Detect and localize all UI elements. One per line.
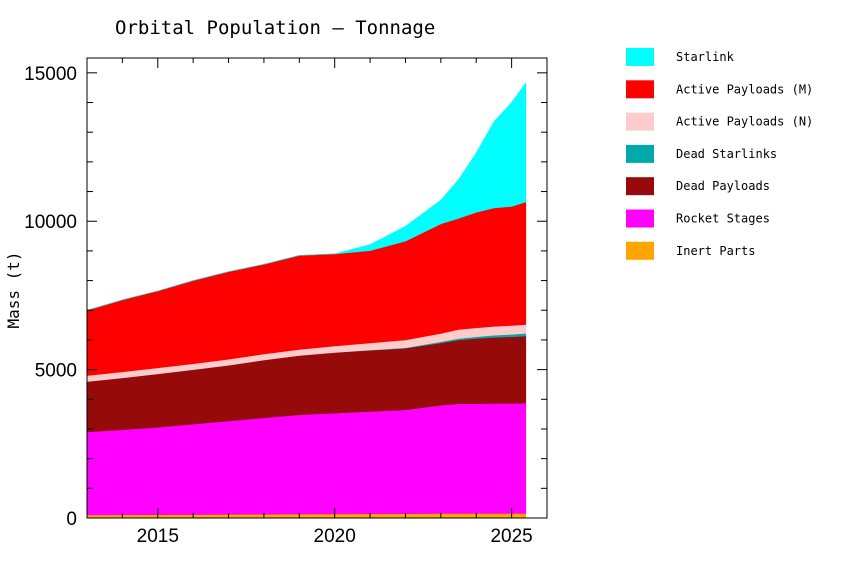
legend-swatch	[626, 209, 654, 228]
legend-swatch	[626, 177, 654, 196]
y-tick-label: 0	[66, 509, 77, 530]
legend-swatch	[626, 112, 654, 131]
area-starlink	[86, 82, 527, 311]
legend-swatch	[626, 144, 654, 163]
legend-label: Dead Payloads	[676, 179, 770, 193]
chart-title: Orbital Population – Tonnage	[115, 17, 435, 39]
y-axis-label: Mass (t)	[4, 251, 23, 328]
plot-frame	[86, 57, 548, 519]
legend-label: Rocket Stages	[676, 212, 770, 226]
x-tick-label: 2025	[490, 526, 532, 547]
legend-label: Active Payloads (N)	[676, 115, 813, 129]
legend-swatch	[626, 80, 654, 99]
legend-label: Starlink	[676, 50, 735, 64]
legend-label: Active Payloads (M)	[676, 82, 813, 96]
y-tick-label: 5000	[35, 361, 77, 382]
legend: Starlink Active Payloads (M) Active Payloa…	[626, 48, 813, 260]
legend-swatch	[626, 241, 654, 260]
x-tick-label: 2020	[314, 526, 356, 547]
axis-tick-labels: 0 5000 10000 15000 2015 2020 2025	[24, 64, 533, 547]
legend-label: Dead Starlinks	[676, 147, 777, 161]
axis-ticks	[86, 58, 548, 519]
legend-label: Inert Parts	[676, 244, 755, 258]
legend-swatch	[626, 48, 654, 66]
y-tick-label: 10000	[24, 212, 77, 233]
stacked-areas	[86, 82, 527, 519]
x-tick-label: 2015	[137, 526, 179, 547]
y-tick-label: 15000	[24, 64, 77, 85]
